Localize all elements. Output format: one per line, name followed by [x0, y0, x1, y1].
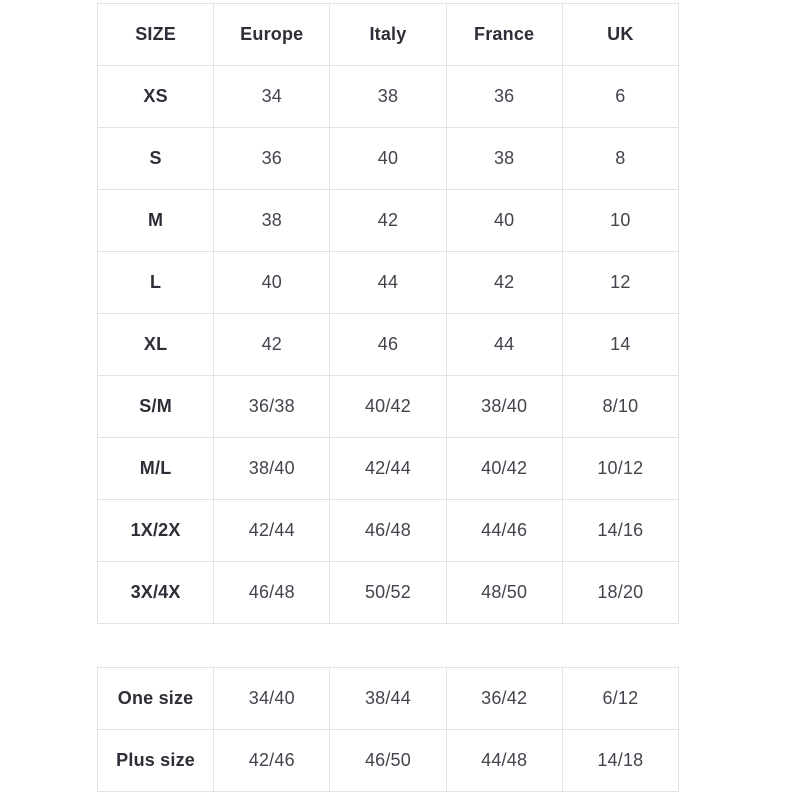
size-value-cell: 42/44 — [213, 499, 331, 562]
size-value-cell: 14/16 — [561, 499, 680, 562]
row-label: 3X/4X — [96, 561, 215, 624]
row-label: 1X/2X — [96, 499, 215, 562]
size-value-cell: 44 — [445, 313, 563, 376]
size-value-cell: 10 — [561, 189, 680, 252]
size-value-cell: 50/52 — [329, 561, 447, 624]
size-value-cell: 42 — [445, 251, 563, 314]
size-value-cell: 8/10 — [561, 375, 680, 438]
size-value-cell: 46/48 — [329, 499, 447, 562]
size-value-cell: 38/44 — [329, 667, 447, 730]
row-label: XL — [96, 313, 215, 376]
size-value-cell: 6/12 — [561, 667, 680, 730]
size-value-cell: 18/20 — [561, 561, 680, 624]
size-value-cell: 40 — [445, 189, 563, 252]
size-value-cell: 40/42 — [445, 437, 563, 500]
row-label: M/L — [96, 437, 215, 500]
size-value-cell: 10/12 — [561, 437, 680, 500]
size-value-cell: 40 — [213, 251, 331, 314]
size-value-cell: 44 — [329, 251, 447, 314]
size-table-header: SIZE Europe Italy France UK — [96, 3, 680, 66]
table-row: Plus size 42/46 46/50 44/48 14/18 — [96, 729, 680, 792]
table-row: XS 34 38 36 6 — [96, 65, 680, 128]
size-value-cell: 12 — [561, 251, 680, 314]
table-row: S/M 36/38 40/42 38/40 8/10 — [96, 375, 680, 438]
size-conversion-table: SIZE Europe Italy France UK XS 34 38 36 6 S 36 40 38… — [96, 3, 680, 624]
size-value-cell: 38/40 — [445, 375, 563, 438]
size-value-cell: 46/50 — [329, 729, 447, 792]
column-header: Europe — [213, 3, 331, 66]
column-header: SIZE — [96, 3, 215, 66]
size-value-cell: 34/40 — [213, 667, 331, 730]
size-table-body: XS 34 38 36 6 S 36 40 38 8 M 38 42 40 10 L 40 44 42 12 XL 42 4… — [96, 65, 680, 624]
row-label: L — [96, 251, 215, 314]
column-header: Italy — [329, 3, 447, 66]
table-row: 1X/2X 42/44 46/48 44/46 14/16 — [96, 499, 680, 562]
size-value-cell: 42 — [213, 313, 331, 376]
header-row: SIZE Europe Italy France UK — [96, 3, 680, 66]
size-value-cell: 48/50 — [445, 561, 563, 624]
row-label: XS — [96, 65, 215, 128]
size-value-cell: 42/44 — [329, 437, 447, 500]
table-row: S 36 40 38 8 — [96, 127, 680, 190]
size-value-cell: 44/48 — [445, 729, 563, 792]
row-label: S — [96, 127, 215, 190]
size-value-cell: 36/38 — [213, 375, 331, 438]
row-label: One size — [96, 667, 215, 730]
size-value-cell: 34 — [213, 65, 331, 128]
table-row: L 40 44 42 12 — [96, 251, 680, 314]
size-value-cell: 46 — [329, 313, 447, 376]
column-header: France — [445, 3, 563, 66]
table-row: 3X/4X 46/48 50/52 48/50 18/20 — [96, 561, 680, 624]
size-value-cell: 36 — [445, 65, 563, 128]
row-label: M — [96, 189, 215, 252]
column-header: UK — [561, 3, 680, 66]
onesize-table-body: One size 34/40 38/44 36/42 6/12 Plus size 42/4… — [96, 667, 680, 792]
size-value-cell: 44/46 — [445, 499, 563, 562]
table-row: XL 42 46 44 14 — [96, 313, 680, 376]
size-value-cell: 42/46 — [213, 729, 331, 792]
table-row: M 38 42 40 10 — [96, 189, 680, 252]
row-label: Plus size — [96, 729, 215, 792]
table-row: One size 34/40 38/44 36/42 6/12 — [96, 667, 680, 730]
row-label: S/M — [96, 375, 215, 438]
size-value-cell: 6 — [561, 65, 680, 128]
size-value-cell: 46/48 — [213, 561, 331, 624]
size-value-cell: 38 — [213, 189, 331, 252]
table-row: M/L 38/40 42/44 40/42 10/12 — [96, 437, 680, 500]
size-value-cell: 38/40 — [213, 437, 331, 500]
size-value-cell: 38 — [329, 65, 447, 128]
size-value-cell: 14 — [561, 313, 680, 376]
size-value-cell: 36/42 — [445, 667, 563, 730]
size-value-cell: 38 — [445, 127, 563, 190]
size-value-cell: 40/42 — [329, 375, 447, 438]
size-value-cell: 8 — [561, 127, 680, 190]
size-value-cell: 36 — [213, 127, 331, 190]
onesize-plussize-table: One size 34/40 38/44 36/42 6/12 Plus size 42/4… — [96, 667, 680, 792]
size-value-cell: 40 — [329, 127, 447, 190]
size-value-cell: 14/18 — [561, 729, 680, 792]
size-value-cell: 42 — [329, 189, 447, 252]
